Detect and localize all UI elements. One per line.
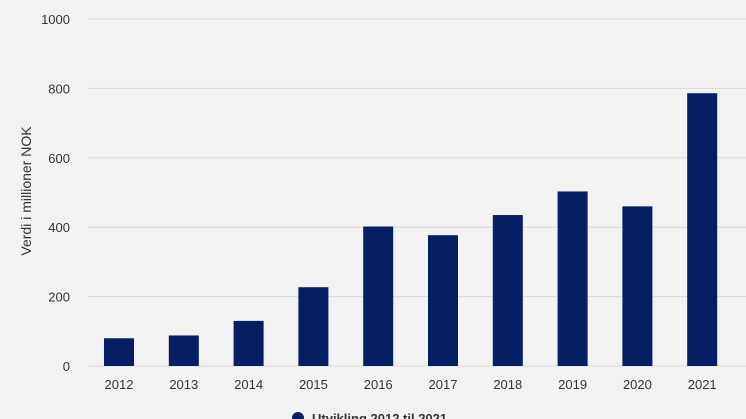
y-axis-ticks: 0 200 400 600 800 1000 xyxy=(41,12,70,374)
x-tick-label-2019: 2019 xyxy=(558,377,587,392)
bar-2018[interactable] xyxy=(492,215,523,366)
x-tick-label-2014: 2014 xyxy=(234,377,263,392)
y-axis-title: Verdi i millioner NOK xyxy=(18,126,34,256)
bar-2019[interactable] xyxy=(557,191,588,366)
legend-marker xyxy=(292,412,304,419)
bar-2013[interactable] xyxy=(168,335,199,366)
x-tick-label-2017: 2017 xyxy=(429,377,458,392)
bar-2015[interactable] xyxy=(298,287,329,366)
bar-2012[interactable] xyxy=(104,338,134,366)
y-tick-label-600: 600 xyxy=(48,151,70,166)
bar-2017[interactable] xyxy=(428,235,458,366)
y-tick-label-800: 800 xyxy=(48,81,70,96)
x-tick-label-2016: 2016 xyxy=(364,377,393,392)
x-tick-label-2015: 2015 xyxy=(299,377,328,392)
y-tick-label-400: 400 xyxy=(48,220,70,235)
y-tick-label-1000: 1000 xyxy=(41,12,70,27)
bar-2016[interactable] xyxy=(363,226,394,366)
legend[interactable]: Utvikling 2012 til 2021 xyxy=(292,411,447,419)
bars xyxy=(104,93,718,367)
x-tick-label-2013: 2013 xyxy=(169,377,198,392)
y-tick-label-0: 0 xyxy=(63,359,70,374)
x-tick-label-2018: 2018 xyxy=(493,377,522,392)
y-tick-label-200: 200 xyxy=(48,290,70,305)
bar-2020[interactable] xyxy=(622,206,653,366)
x-tick-label-2020: 2020 xyxy=(623,377,652,392)
x-tick-label-2012: 2012 xyxy=(105,377,134,392)
bar-2021[interactable] xyxy=(687,93,718,367)
x-tick-label-2021: 2021 xyxy=(688,377,717,392)
legend-label: Utvikling 2012 til 2021 xyxy=(312,411,447,419)
x-axis-ticks: 2012 2013 2014 2015 2016 2017 2018 2019 2020 2021 xyxy=(105,377,717,392)
bar-2014[interactable] xyxy=(233,320,264,366)
